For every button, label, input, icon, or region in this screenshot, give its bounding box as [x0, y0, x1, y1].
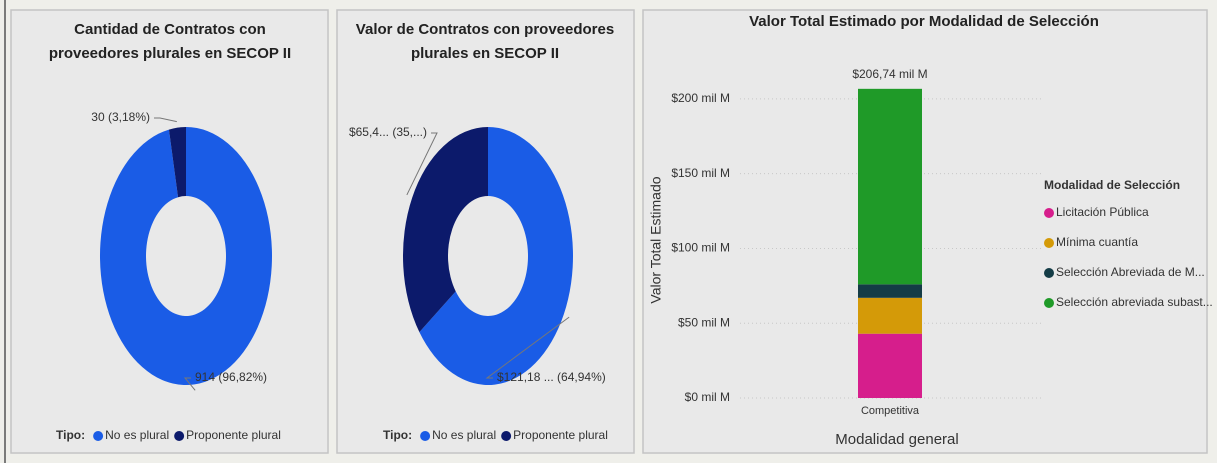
data-label: $65,4... (35,...) [349, 125, 427, 139]
legend-swatch [174, 431, 185, 441]
leader-line [183, 377, 196, 391]
legend-swatch [1044, 208, 1054, 218]
chart-title: Valor de Contratos con proveedores plura… [355, 21, 615, 62]
chart-title-box: Valor de Contratos con proveedores plura… [355, 21, 615, 62]
total-label: $206,74 mil M [852, 67, 927, 81]
legend-label: No es plural [105, 428, 169, 442]
leader-line [485, 316, 570, 379]
data-label: $121,18 ... (64,94%) [497, 370, 606, 384]
x-tick-label: Competitiva [861, 405, 920, 417]
legend-swatch [1044, 268, 1054, 278]
panel [642, 9, 1208, 454]
data-label: 30 (3,18%) [91, 110, 150, 124]
donut-slice [168, 127, 186, 198]
donut-slice [100, 127, 273, 385]
legend-label: Proponente plural [513, 428, 608, 442]
leader-line [406, 132, 438, 196]
y-tick-label: $50 mil M [678, 315, 730, 329]
data-label: 914 (96,82%) [195, 370, 267, 384]
y-tick-label: $0 mil M [685, 390, 730, 404]
legend-swatch [420, 431, 431, 441]
chart-title: Valor Total Estimado por Modalidad de Se… [749, 13, 1099, 30]
legend-title: Tipo: [56, 428, 85, 442]
legend-swatch [501, 431, 512, 441]
y-tick-label: $200 mil M [671, 91, 730, 105]
legend-label: Mínima cuantía [1056, 235, 1138, 249]
panel [336, 9, 635, 454]
y-tick-label: $150 mil M [671, 166, 730, 180]
panel [10, 9, 329, 454]
chart-title-box: Cantidad de Contratos con proveedores pl… [48, 21, 292, 62]
legend-label: Licitación Pública [1056, 205, 1149, 219]
legend-swatch [1044, 238, 1054, 248]
legend-label: Selección abreviada subast... [1056, 295, 1213, 309]
donut-slice [419, 127, 574, 385]
donut-slice [403, 127, 488, 333]
legend-label: Proponente plural [186, 428, 281, 442]
leader-line [154, 117, 177, 123]
bar-segment [858, 284, 922, 298]
y-tick-label: $100 mil M [671, 241, 730, 255]
legend-title: Tipo: [383, 428, 412, 442]
legend-label: No es plural [432, 428, 496, 442]
legend-title: Modalidad de Selección [1044, 178, 1180, 192]
legend-label: Selección Abreviada de M... [1056, 265, 1205, 279]
y-axis-title: Valor Total Estimado [648, 176, 664, 303]
bar-segment [858, 297, 922, 334]
chart-title: Cantidad de Contratos con proveedores pl… [48, 21, 292, 62]
legend-swatch [93, 431, 104, 441]
x-axis-title: Modalidad general [835, 431, 958, 448]
bar-segment [858, 333, 922, 398]
bar-segment [858, 88, 922, 285]
legend-swatch [1044, 298, 1054, 308]
